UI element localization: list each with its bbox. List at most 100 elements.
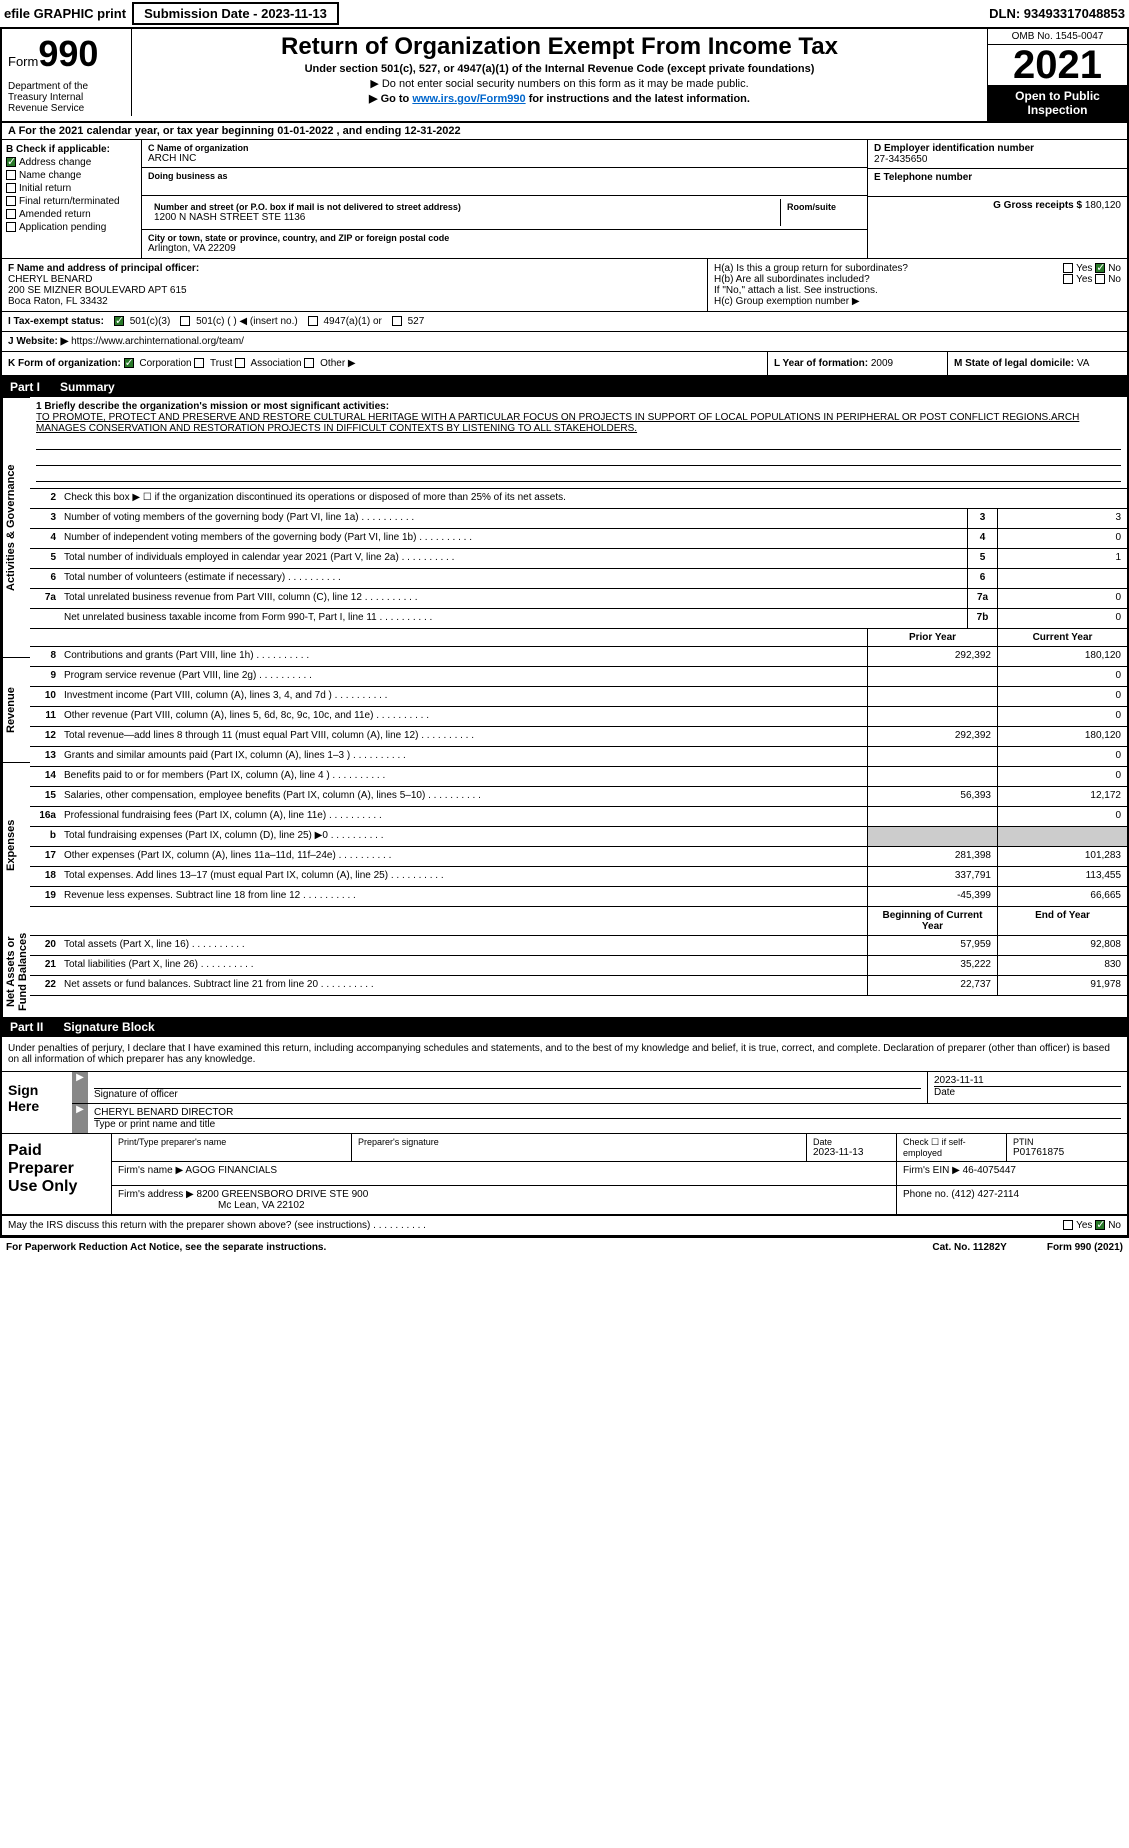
- sig-right: ▶ Signature of officer 2023-11-11 Date ▶…: [72, 1072, 1127, 1133]
- line-text: Total number of individuals employed in …: [60, 549, 967, 568]
- line-text: Total liabilities (Part X, line 26): [60, 956, 867, 975]
- mission-text: TO PROMOTE, PROTECT AND PRESERVE AND RES…: [36, 412, 1121, 434]
- submission-date-button[interactable]: Submission Date - 2023-11-13: [132, 2, 339, 25]
- line-: Net unrelated business taxable income fr…: [30, 609, 1127, 629]
- check-label: Application pending: [19, 222, 106, 233]
- arrow-icon: ▶: [72, 1104, 88, 1133]
- line-num: 4: [30, 529, 60, 548]
- prep-name-cell: Print/Type preparer's name: [112, 1134, 352, 1161]
- firm-phone-cell: Phone no. (412) 427-2114: [897, 1186, 1127, 1214]
- sig-officer-row: ▶ Signature of officer 2023-11-11 Date: [72, 1072, 1127, 1104]
- line-num: 21: [30, 956, 60, 975]
- current-year-header: Current Year: [997, 629, 1127, 646]
- checkbox-icon[interactable]: [1063, 263, 1073, 273]
- room-label: Room/suite: [787, 202, 855, 212]
- opt-corp[interactable]: Corporation: [124, 358, 192, 369]
- check-initial-return[interactable]: Initial return: [6, 183, 137, 194]
- website-row: J Website: ▶ https://www.archinternation…: [2, 332, 1127, 352]
- mission-label: 1 Briefly describe the organization's mi…: [36, 401, 1121, 412]
- c-dba-row: Doing business as: [142, 168, 867, 196]
- line-num: 11: [30, 707, 60, 726]
- line-20: 20 Total assets (Part X, line 16) 57,959…: [30, 936, 1127, 956]
- opt-other[interactable]: Other ▶: [304, 358, 355, 369]
- checkbox-icon[interactable]: [1063, 274, 1073, 284]
- current-value: 0: [997, 807, 1127, 826]
- form-footer-label: Form 990 (2021): [1047, 1242, 1123, 1253]
- blank-line: [36, 468, 1121, 482]
- checkbox-icon[interactable]: [1095, 263, 1105, 273]
- type-print-label: Type or print name and title: [94, 1119, 1121, 1130]
- opt-501c[interactable]: 501(c) ( ) ◀ (insert no.): [180, 316, 297, 327]
- goto-pre: ▶ Go to: [369, 93, 412, 105]
- open-public-badge: Open to Public Inspection: [988, 85, 1127, 121]
- check-application-pending[interactable]: Application pending: [6, 222, 137, 233]
- check-address-change[interactable]: Address change: [6, 157, 137, 168]
- rev-col-headers: Prior Year Current Year: [30, 629, 1127, 647]
- g-receipts-row: G Gross receipts $ 180,120: [868, 197, 1127, 225]
- line-num: 9: [30, 667, 60, 686]
- checkbox-icon[interactable]: [1095, 1220, 1105, 1230]
- end-year-header: End of Year: [997, 907, 1127, 935]
- form-number-cell: Form990: [2, 29, 132, 79]
- line-value: 0: [997, 609, 1127, 628]
- prep-row-2: Firm's name ▶ AGOG FINANCIALS Firm's EIN…: [112, 1162, 1127, 1186]
- opt-4947[interactable]: 4947(a)(1) or: [308, 316, 382, 327]
- line-value: [997, 569, 1127, 588]
- opt-501c3[interactable]: 501(c)(3): [114, 316, 170, 327]
- opt-527[interactable]: 527: [392, 316, 424, 327]
- checkbox-icon: [392, 316, 402, 326]
- line-19: 19 Revenue less expenses. Subtract line …: [30, 887, 1127, 907]
- current-value: 0: [997, 747, 1127, 766]
- line-num: 22: [30, 976, 60, 995]
- current-value: 0: [997, 707, 1127, 726]
- opt-assoc[interactable]: Association: [235, 358, 301, 369]
- discuss-row: May the IRS discuss this return with the…: [2, 1216, 1127, 1236]
- line-text: Program service revenue (Part VIII, line…: [60, 667, 867, 686]
- line-8: 8 Contributions and grants (Part VIII, l…: [30, 647, 1127, 667]
- prior-value: -45,399: [867, 887, 997, 906]
- line-num: 16a: [30, 807, 60, 826]
- k-label: K Form of organization:: [8, 358, 121, 369]
- firm-ein-cell: Firm's EIN ▶ 46-4075447: [897, 1162, 1127, 1185]
- line-text: Total number of volunteers (estimate if …: [60, 569, 967, 588]
- line-10: 10 Investment income (Part VIII, column …: [30, 687, 1127, 707]
- checkbox-icon: [6, 183, 16, 193]
- phone-value: (412) 427-2114: [951, 1189, 1019, 1200]
- irs-link[interactable]: www.irs.gov/Form990: [412, 93, 525, 105]
- h-group-return: H(a) Is this a group return for subordin…: [707, 259, 1127, 311]
- discuss-text: May the IRS discuss this return with the…: [8, 1220, 426, 1231]
- opt-trust[interactable]: Trust: [194, 358, 232, 369]
- sig-name-cell: CHERYL BENARD DIRECTOR Type or print nam…: [88, 1104, 1127, 1133]
- line-num: 20: [30, 936, 60, 955]
- sign-here-block: Sign Here ▶ Signature of officer 2023-11…: [2, 1072, 1127, 1134]
- org-city: Arlington, VA 22209: [148, 243, 861, 254]
- line-18: 18 Total expenses. Add lines 13–17 (must…: [30, 867, 1127, 887]
- line-box: 7b: [967, 609, 997, 628]
- checkbox-icon: [124, 358, 134, 368]
- phone-label: E Telephone number: [874, 172, 1121, 183]
- line-text: Total assets (Part X, line 16): [60, 936, 867, 955]
- sig-date-cell: 2023-11-11 Date: [927, 1072, 1127, 1103]
- revenue-lines: 8 Contributions and grants (Part VIII, l…: [30, 647, 1127, 747]
- check-label: Initial return: [19, 183, 71, 194]
- prior-value: [867, 767, 997, 786]
- tax-year: 2021: [988, 45, 1127, 85]
- checkbox-icon[interactable]: [1095, 274, 1105, 284]
- hb-note: If "No," attach a list. See instructions…: [714, 285, 1121, 296]
- check-amended[interactable]: Amended return: [6, 209, 137, 220]
- principal-officer-row: F Name and address of principal officer:…: [2, 259, 1127, 312]
- org-name: ARCH INC: [148, 153, 861, 164]
- checkbox-icon: [6, 196, 16, 206]
- dln-number: DLN: 93493317048853: [989, 6, 1125, 21]
- prior-value: [867, 667, 997, 686]
- ptin-label: PTIN: [1013, 1137, 1121, 1147]
- d-ein-row: D Employer identification number 27-3435…: [868, 140, 1127, 169]
- line-value: 0: [997, 589, 1127, 608]
- check-final-return[interactable]: Final return/terminated: [6, 196, 137, 207]
- opt-label: 4947(a)(1) or: [323, 316, 381, 327]
- sig-officer-label: Signature of officer: [94, 1089, 921, 1100]
- line-num: b: [30, 827, 60, 846]
- check-name-change[interactable]: Name change: [6, 170, 137, 181]
- line-text: Number of voting members of the governin…: [60, 509, 967, 528]
- checkbox-icon[interactable]: [1063, 1220, 1073, 1230]
